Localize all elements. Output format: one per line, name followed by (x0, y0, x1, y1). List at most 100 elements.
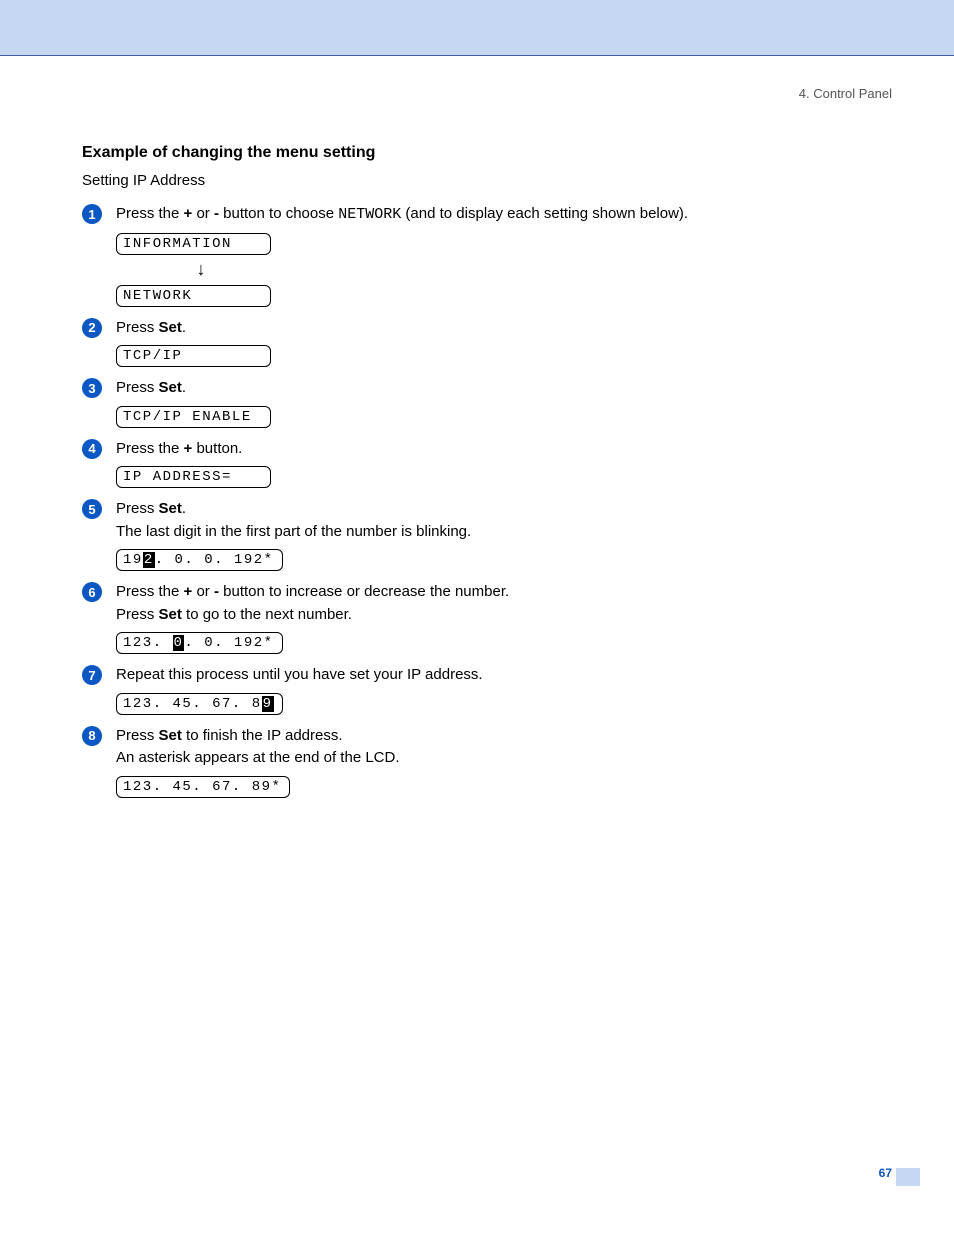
lcd-text: 123. 45. 67. 89* (123, 779, 281, 795)
step-number-bullet: 4 (82, 439, 102, 459)
step-text: Repeat this process until you have set y… (116, 664, 892, 687)
step-text-part: (and to display each setting shown below… (401, 205, 688, 222)
step-number-bullet: 3 (82, 378, 102, 398)
step-text-part: button to choose (219, 205, 338, 222)
lcd-text: NETWORK (123, 288, 192, 304)
lcd-text: TCP/IP (123, 348, 182, 364)
lcd-wrap: TCP/IP ENABLE (116, 400, 892, 432)
step-number-bullet: 8 (82, 726, 102, 746)
lcd-wrap: 123. 45. 67. 89 (116, 687, 892, 719)
lcd-cursor-char: 9 (262, 696, 274, 712)
step-text-part: Press (116, 500, 159, 517)
lcd-text: . 0. 192* (184, 635, 273, 651)
lcd-display: TCP/IP ENABLE (116, 406, 271, 428)
section-subheading: Setting IP Address (82, 172, 892, 189)
step-text-part: + (184, 440, 193, 457)
step-content: Press the + or - button to increase or d… (116, 581, 892, 658)
step-content: Press Set to finish the IP address. An as… (116, 725, 892, 802)
step: 6 Press the + or - button to increase or … (82, 581, 892, 658)
lcd-display: IP ADDRESS= (116, 466, 271, 488)
step-text-part: Press the (116, 205, 184, 222)
step-text-part: Press the (116, 440, 184, 457)
step-text: Press Set to finish the IP address. An as… (116, 725, 892, 770)
lcd-display: 123. 45. 67. 89 (116, 693, 283, 715)
step-text-part: NETWORK (338, 206, 401, 223)
step-text-part: button. (192, 440, 242, 457)
step: 5 Press Set. The last digit in the first p… (82, 498, 892, 575)
lcd-wrap: IP ADDRESS= (116, 460, 892, 492)
step-text-part: Press (116, 379, 159, 396)
step-text-part: or (192, 583, 214, 600)
step-number-bullet: 7 (82, 665, 102, 685)
step-text-part: Set (159, 500, 182, 517)
step-text: Press the + button. (116, 438, 892, 461)
step-text: Press the + or - button to increase or d… (116, 581, 892, 626)
step-text-part: Repeat this process until you have set y… (116, 666, 483, 683)
down-arrow-icon: ↓ (116, 259, 286, 279)
lcd-wrap: 123. 0. 0. 192* (116, 626, 892, 658)
step-text: Press Set. (116, 317, 892, 340)
step: 1 Press the + or - button to choose NETWO… (82, 203, 892, 311)
lcd-text: IP ADDRESS= (123, 469, 232, 485)
lcd-display: NETWORK (116, 285, 271, 307)
lcd-text: INFORMATION (123, 236, 232, 252)
step: 8 Press Set to finish the IP address. An a… (82, 725, 892, 802)
lcd-display: 123. 0. 0. 192* (116, 632, 283, 654)
lcd-display: 192. 0. 0. 192* (116, 549, 283, 571)
lcd-wrap: NETWORK (116, 279, 892, 311)
step-text-part: Press (116, 727, 159, 744)
section-heading: Example of changing the menu setting (82, 144, 892, 162)
step-text-part: button to increase or decrease the numbe… (219, 583, 509, 600)
step-text-part: An asterisk appears at the end of the LC… (116, 749, 400, 766)
page-number: 67 (879, 1166, 892, 1180)
step-text-part: Set (159, 606, 182, 623)
step-text-part: Press (116, 606, 159, 623)
step: 3 Press Set. TCP/IP ENABLE (82, 377, 892, 432)
lcd-text: . 0. 0. 192* (155, 552, 274, 568)
steps-list: 1 Press the + or - button to choose NETWO… (82, 203, 892, 802)
step-content: Press the + or - button to choose NETWOR… (116, 203, 892, 311)
step-number-bullet: 6 (82, 582, 102, 602)
lcd-text: 123. 45. 67. 8 (123, 696, 262, 712)
lcd-display: TCP/IP (116, 345, 271, 367)
step-text-part: . (182, 500, 186, 517)
lcd-text: 123. (123, 635, 173, 651)
step-text-part: . (182, 379, 186, 396)
step: 7 Repeat this process until you have set … (82, 664, 892, 719)
step-text-part: + (184, 205, 193, 222)
lcd-wrap: TCP/IP (116, 339, 892, 371)
lcd-display: INFORMATION (116, 233, 271, 255)
step-text-part: Set (159, 319, 182, 336)
step-number-bullet: 2 (82, 318, 102, 338)
step-text: Press Set. (116, 377, 892, 400)
step-number-bullet: 5 (82, 499, 102, 519)
top-banner (0, 0, 954, 56)
step-content: Press the + button. IP ADDRESS= (116, 438, 892, 493)
lcd-display: 123. 45. 67. 89* (116, 776, 290, 798)
step: 2Press Set.TCP/IP (82, 317, 892, 372)
step-text: Press Set. The last digit in the first pa… (116, 498, 892, 543)
step-content: Press Set.TCP/IP (116, 317, 892, 372)
step: 4 Press the + button. IP ADDRESS= (82, 438, 892, 493)
lcd-text: 19 (123, 552, 143, 568)
step-number-bullet: 1 (82, 204, 102, 224)
lcd-wrap: INFORMATION (116, 227, 892, 259)
page-tab-marker (896, 1168, 920, 1186)
step-text-part: or (192, 205, 214, 222)
step-text: Press the + or - button to choose NETWOR… (116, 203, 892, 227)
step-text-part: to go to the next number. (182, 606, 352, 623)
step-content: Press Set. The last digit in the first pa… (116, 498, 892, 575)
lcd-wrap: 192. 0. 0. 192* (116, 543, 892, 575)
step-content: Repeat this process until you have set y… (116, 664, 892, 719)
step-text-part: . (182, 319, 186, 336)
step-text-part: Set (159, 727, 182, 744)
step-text-part: Press (116, 319, 159, 336)
lcd-wrap: 123. 45. 67. 89* (116, 770, 892, 802)
step-text-part: to finish the IP address. (182, 727, 343, 744)
lcd-cursor-char: 0 (173, 635, 185, 651)
step-text-part: Set (159, 379, 182, 396)
step-text-part: + (184, 583, 193, 600)
step-text-part: The last digit in the first part of the … (116, 523, 471, 540)
step-text-part: Press the (116, 583, 184, 600)
step-content: Press Set. TCP/IP ENABLE (116, 377, 892, 432)
